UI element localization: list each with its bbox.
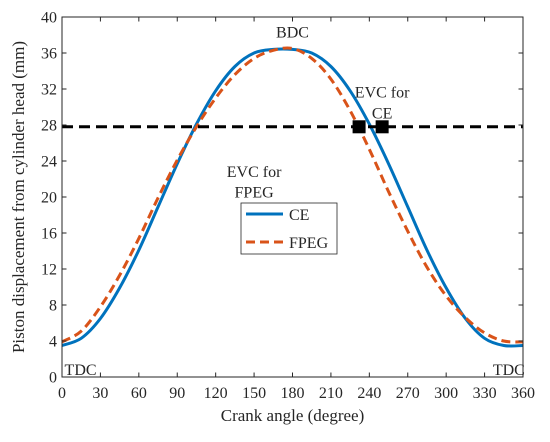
annotation-label: EVC for	[227, 164, 282, 181]
y-tick-label: 28	[41, 118, 57, 135]
x-axis-label: Crank angle (degree)	[221, 406, 364, 425]
x-tick-label: 210	[319, 385, 343, 402]
annotation-label: TDC	[65, 362, 97, 379]
evc-marker-2	[375, 120, 389, 134]
marker-layer	[352, 120, 389, 134]
y-tick-label: 40	[41, 10, 57, 27]
y-tick-label: 4	[49, 334, 57, 351]
series-line-fpeg	[61, 46, 524, 344]
legend: CE FPEG	[240, 202, 338, 255]
x-tick-label: 330	[473, 385, 497, 402]
x-tick-label: 30	[92, 385, 108, 402]
annotation-label: BDC	[276, 24, 309, 41]
y-tick-label: 8	[49, 298, 57, 315]
annotation-label: TDC	[493, 362, 525, 379]
x-tick-label: 90	[169, 385, 185, 402]
y-tick-label: 12	[41, 262, 57, 279]
x-tick-label: 270	[396, 385, 420, 402]
x-tick-label: 240	[357, 385, 381, 402]
legend-label-fpeg: FPEG	[289, 235, 329, 252]
legend-box	[240, 202, 338, 255]
x-tick-label: 360	[511, 385, 535, 402]
x-tick-label: 60	[131, 385, 147, 402]
series-layer	[61, 46, 524, 348]
x-tick-label: 0	[58, 385, 66, 402]
y-tick-label: 24	[41, 154, 57, 171]
y-tick-label: 16	[41, 226, 57, 243]
series-line-ce	[61, 47, 524, 348]
annotation-layer: BDC EVC for CE EVC for FPEG TDC TDC	[65, 24, 525, 379]
y-tick-label: 36	[41, 46, 57, 63]
annotation-label: EVC for	[355, 85, 410, 102]
x-tick-label: 180	[281, 385, 305, 402]
plot-area	[62, 17, 523, 377]
x-tick-label: 120	[204, 385, 228, 402]
y-tick-label: 0	[49, 370, 57, 387]
y-tick-label: 20	[41, 190, 57, 207]
legend-label-ce: CE	[289, 207, 309, 224]
x-tick-label: 150	[242, 385, 266, 402]
annotation-label: FPEG	[235, 185, 275, 202]
axis-layer: 0 30 60 90 120 150 180 210 240 270 300 330 360 0 4 8 12 1…	[41, 10, 535, 403]
annotation-label: CE	[372, 105, 392, 122]
evc-marker-1	[352, 120, 366, 134]
y-axis-label: Piston displacement from cylinder head (…	[9, 41, 28, 353]
y-tick-label: 32	[41, 82, 57, 99]
x-tick-label: 300	[434, 385, 458, 402]
